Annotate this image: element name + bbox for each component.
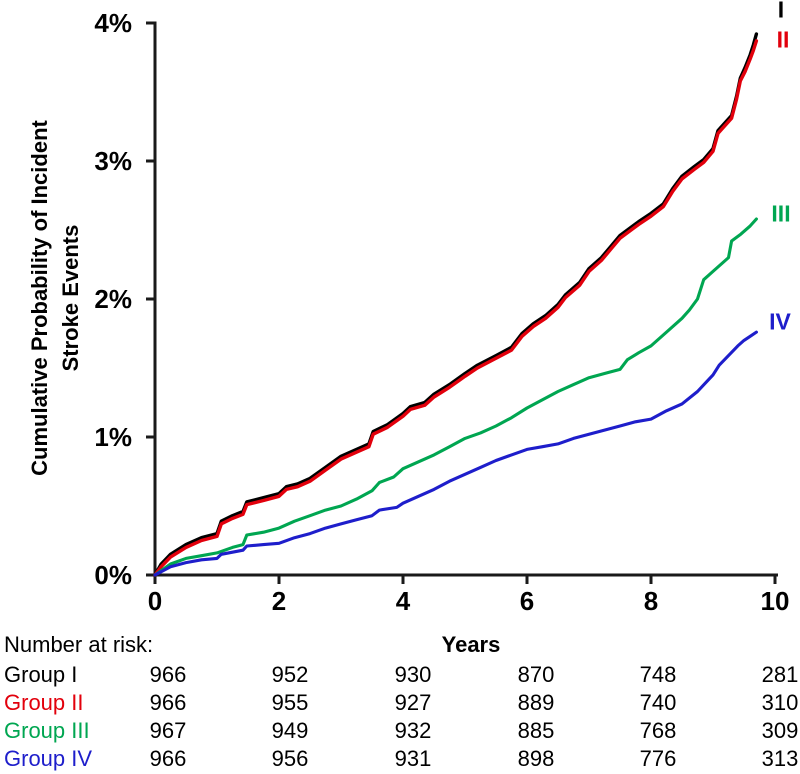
risk-value: 309 bbox=[761, 718, 799, 743]
risk-value: 931 bbox=[394, 746, 432, 771]
x-tick-label-4: 4 bbox=[395, 586, 411, 616]
risk-value: 281 bbox=[761, 662, 799, 687]
legend-group-4: IV bbox=[769, 308, 791, 335]
risk-value: 310 bbox=[761, 690, 799, 715]
curve-group-1 bbox=[153, 32, 759, 577]
risk-value: 870 bbox=[517, 662, 555, 687]
risk-value: 967 bbox=[149, 718, 187, 743]
y-tick-label-4pct: 4% bbox=[94, 8, 132, 38]
curve-group-3 bbox=[153, 217, 758, 577]
risk-value: 932 bbox=[394, 718, 432, 743]
risk-table-title: Number at risk: bbox=[4, 632, 154, 657]
risk-value: 952 bbox=[271, 662, 309, 687]
x-tick-label-0: 0 bbox=[147, 586, 163, 616]
y-tick-label-2pct: 2% bbox=[94, 284, 132, 314]
legend-group-3: III bbox=[771, 200, 791, 227]
curve-group-2 bbox=[153, 39, 759, 577]
x-tick-label-6: 6 bbox=[519, 586, 535, 616]
risk-row-label-group-3: Group III bbox=[4, 718, 90, 743]
legend-group-1: I bbox=[777, 0, 785, 23]
risk-value: 966 bbox=[149, 662, 187, 687]
risk-value: 740 bbox=[639, 690, 677, 715]
x-tick-label-2: 2 bbox=[271, 586, 287, 616]
y-tick-label-0pct: 0% bbox=[94, 560, 132, 590]
survival-curves bbox=[153, 32, 759, 577]
x-tick-label-10: 10 bbox=[760, 586, 790, 616]
risk-value: 966 bbox=[149, 690, 187, 715]
legend-group-2: II bbox=[776, 26, 790, 53]
y-axis-title-line-1: Cumulative Probability of Incident bbox=[27, 120, 52, 476]
risk-value: 889 bbox=[517, 690, 555, 715]
risk-value: 776 bbox=[639, 746, 677, 771]
risk-value: 966 bbox=[149, 746, 187, 771]
risk-value: 313 bbox=[761, 746, 799, 771]
risk-value: 768 bbox=[639, 718, 677, 743]
risk-value: 930 bbox=[394, 662, 432, 687]
risk-row-label-group-1: Group I bbox=[4, 662, 78, 687]
curve-group-4 bbox=[153, 330, 758, 577]
x-tick-label-8: 8 bbox=[643, 586, 659, 616]
risk-value: 949 bbox=[271, 718, 309, 743]
risk-value: 898 bbox=[517, 746, 555, 771]
risk-value: 956 bbox=[271, 746, 309, 771]
risk-value: 748 bbox=[639, 662, 677, 687]
risk-row-label-group-4: Group IV bbox=[4, 746, 93, 771]
y-tick-label-1pct: 1% bbox=[94, 422, 132, 452]
axis-ticks bbox=[146, 21, 777, 584]
risk-value: 927 bbox=[394, 690, 432, 715]
x-axis-title: Years bbox=[441, 632, 501, 657]
y-tick-label-3pct: 3% bbox=[94, 146, 132, 176]
risk-row-label-group-2: Group II bbox=[4, 690, 84, 715]
risk-value: 885 bbox=[517, 718, 555, 743]
risk-value: 955 bbox=[271, 690, 309, 715]
